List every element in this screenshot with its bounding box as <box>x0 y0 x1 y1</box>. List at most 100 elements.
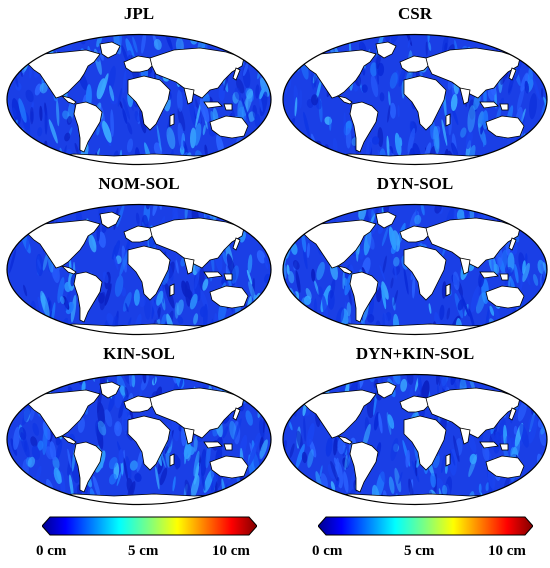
error-streak <box>189 293 198 310</box>
error-streak <box>13 426 20 451</box>
error-streak <box>524 487 534 505</box>
error-streak <box>242 34 248 42</box>
error-streak <box>18 426 27 441</box>
land-mass <box>399 395 431 413</box>
error-streak <box>428 41 432 52</box>
error-streak <box>511 483 522 505</box>
error-streak <box>332 138 338 152</box>
error-streak <box>104 409 113 427</box>
error-streak <box>441 454 446 474</box>
error-streak <box>33 204 42 228</box>
error-streak <box>39 316 48 335</box>
error-streak <box>286 209 288 234</box>
error-streak <box>127 122 133 135</box>
error-streak <box>310 71 315 90</box>
land-mass <box>123 225 155 243</box>
error-streak <box>92 475 101 498</box>
error-streak <box>266 213 271 235</box>
error-streak <box>20 213 29 232</box>
error-streak <box>59 296 65 305</box>
colorbar-tick-mid: 5 cm <box>404 543 435 559</box>
error-streak <box>310 316 319 335</box>
land-mass <box>375 41 397 59</box>
error-streak <box>108 457 118 470</box>
error-streak <box>134 473 142 482</box>
error-streak <box>417 374 423 394</box>
error-streak <box>158 204 162 210</box>
error-streak <box>543 96 547 111</box>
error-streak <box>379 265 386 281</box>
land-mass <box>25 219 101 269</box>
error-streak <box>26 389 31 401</box>
panel-title: NOM-SOL <box>98 174 180 193</box>
error-streak <box>244 209 252 221</box>
error-streak <box>16 38 24 62</box>
error-streak <box>346 302 352 317</box>
error-streak <box>478 483 482 494</box>
error-streak <box>270 450 271 464</box>
error-streak <box>245 410 253 426</box>
error-streak <box>529 93 537 120</box>
error-streak <box>444 42 448 52</box>
error-streak <box>295 443 305 470</box>
error-streak <box>290 302 294 311</box>
map-outline <box>282 373 548 506</box>
error-streak <box>435 374 441 385</box>
error-streak <box>540 51 547 76</box>
error-streak <box>119 100 123 109</box>
error-streak <box>152 204 159 217</box>
error-streak <box>150 295 159 322</box>
error-streak <box>12 152 19 165</box>
error-streak <box>256 250 266 264</box>
error-streak <box>284 488 291 505</box>
land-mass <box>127 245 171 301</box>
land-mass <box>529 307 537 317</box>
error-streak <box>512 319 521 335</box>
error-streak <box>42 252 49 271</box>
error-streak <box>98 292 105 304</box>
land-mass <box>123 395 155 413</box>
error-streak <box>45 494 49 505</box>
error-streak <box>77 417 85 433</box>
error-streak <box>134 110 141 123</box>
error-streak <box>379 469 387 484</box>
error-streak <box>288 271 295 284</box>
error-streak <box>528 204 532 212</box>
error-streak <box>297 204 304 214</box>
world-map <box>6 33 272 166</box>
error-streak <box>386 412 392 435</box>
error-streak <box>316 486 320 503</box>
error-streak <box>532 76 541 101</box>
land-mass <box>253 477 261 487</box>
error-streak <box>298 474 302 492</box>
error-streak <box>233 34 243 51</box>
error-streak <box>533 321 541 335</box>
error-streak <box>468 454 478 478</box>
land-mass <box>301 389 377 439</box>
error-streak <box>23 284 28 297</box>
error-streak <box>175 259 179 274</box>
error-streak <box>120 34 128 41</box>
error-field <box>283 374 547 505</box>
land-mass <box>479 441 499 449</box>
error-streak <box>528 415 537 431</box>
error-streak <box>359 248 365 260</box>
error-streak <box>7 460 11 482</box>
error-streak <box>541 87 544 98</box>
panel-title: CSR <box>397 4 432 23</box>
error-streak <box>248 477 256 493</box>
error-streak <box>259 419 265 438</box>
error-streak <box>346 204 350 212</box>
error-streak <box>7 143 11 165</box>
error-streak <box>381 281 389 300</box>
land-mass <box>336 435 353 445</box>
land-mass <box>375 381 397 399</box>
error-streak <box>14 387 22 407</box>
land-mass <box>508 67 517 81</box>
error-streak <box>122 292 132 312</box>
error-streak <box>450 374 459 386</box>
land-mass <box>99 41 121 59</box>
error-streak <box>292 374 297 394</box>
error-streak <box>303 392 310 401</box>
error-streak <box>464 209 470 221</box>
